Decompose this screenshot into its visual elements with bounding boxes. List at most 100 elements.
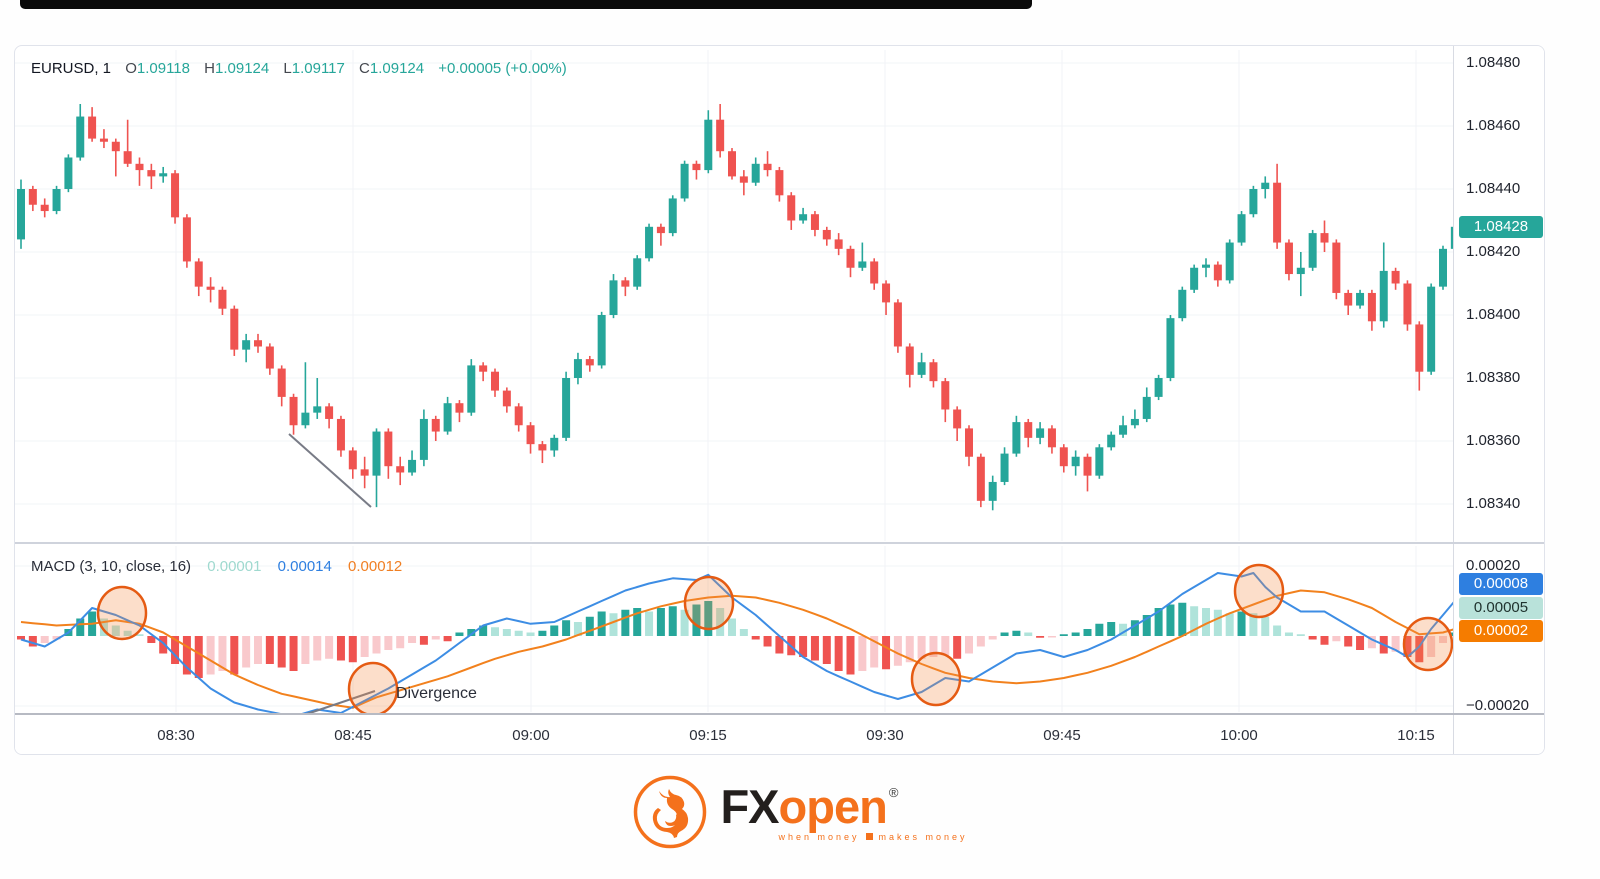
macd-hist-bar bbox=[1427, 636, 1436, 657]
annotations[interactable]: Divergence bbox=[96, 433, 1453, 719]
price-divergence-trendline[interactable] bbox=[288, 433, 372, 508]
candle-body bbox=[1036, 428, 1045, 438]
candle-body bbox=[763, 163, 772, 171]
price-tick-label: 1.08460 bbox=[1466, 117, 1521, 134]
chart-canvas[interactable]: Divergence bbox=[15, 46, 1545, 755]
candle-body bbox=[491, 371, 499, 391]
macd-hist-bar bbox=[656, 608, 665, 636]
candle-body bbox=[739, 176, 748, 183]
macd-hist-bar bbox=[301, 636, 310, 664]
candle-body bbox=[882, 283, 891, 303]
candle-body bbox=[1450, 226, 1453, 249]
macd-hist-bar bbox=[325, 636, 334, 659]
macd-hist-bar bbox=[704, 601, 713, 636]
macd-hist-bar bbox=[692, 604, 701, 636]
time-tick-label: 09:45 bbox=[1043, 727, 1081, 744]
macd-hist-bar bbox=[194, 636, 203, 678]
macd-hist-bar bbox=[526, 632, 535, 636]
candle-body bbox=[538, 444, 547, 451]
macd-hist-bar bbox=[621, 609, 630, 636]
candle-body bbox=[419, 418, 428, 460]
candle-body bbox=[1071, 456, 1080, 467]
candle-body bbox=[1142, 396, 1151, 419]
close-label: C bbox=[359, 60, 370, 77]
candle-body bbox=[194, 261, 203, 287]
candle-body bbox=[325, 406, 334, 419]
change-value: +0.00005 (+0.00%) bbox=[438, 60, 567, 77]
plot-area[interactable]: Divergence bbox=[15, 50, 1459, 719]
candle-body bbox=[621, 280, 630, 287]
macd-line bbox=[20, 572, 1453, 718]
macd-hist-bar bbox=[988, 636, 997, 640]
macd-hist-bar bbox=[123, 630, 132, 636]
fxopen-bull-icon bbox=[634, 775, 707, 849]
candle-body bbox=[1308, 233, 1317, 268]
macd-hist-bar bbox=[1320, 636, 1329, 645]
macd-hist-bar bbox=[1178, 602, 1187, 636]
time-tick-label: 09:15 bbox=[689, 727, 727, 744]
candle-body bbox=[1237, 214, 1246, 243]
candle-body bbox=[1000, 453, 1009, 482]
open-label: O bbox=[125, 60, 137, 77]
macd-signal-value: 0.00012 bbox=[348, 558, 403, 575]
price-scale[interactable]: 1.08480 1.08460 1.08440 1.08420 1.08400 1.083… bbox=[1453, 46, 1544, 754]
price-tick-label: 1.08340 bbox=[1466, 495, 1521, 512]
macd-hist-bar bbox=[1415, 636, 1424, 663]
macd-hist-bar bbox=[396, 636, 405, 649]
macd-hist-bar bbox=[882, 636, 891, 670]
trading-chart-widget[interactable]: Divergence EURUSD, 1 O1.09118 H1.09124 L… bbox=[14, 45, 1545, 755]
macd-hist-bar bbox=[834, 636, 843, 671]
candle-body bbox=[609, 280, 618, 315]
macd-hist-bar bbox=[502, 629, 511, 636]
crossover-highlight-circle[interactable] bbox=[683, 575, 735, 631]
candle-body bbox=[929, 362, 938, 382]
macd-hist-bar bbox=[585, 616, 594, 636]
candle-body bbox=[1119, 425, 1128, 435]
macd-hist-bar bbox=[846, 636, 855, 675]
macd-hist-bar bbox=[1154, 608, 1163, 636]
macd-hist-bar bbox=[111, 625, 120, 636]
crossover-highlight-circle[interactable] bbox=[1402, 616, 1453, 672]
candle-body bbox=[384, 431, 393, 467]
macd-tick-label: 0.00020 bbox=[1466, 557, 1521, 574]
candle-body bbox=[1130, 418, 1139, 426]
candle-body bbox=[893, 302, 902, 347]
macd-hist-bar bbox=[775, 636, 784, 654]
candle-body bbox=[336, 418, 345, 451]
candle-body bbox=[28, 189, 37, 205]
macd-hist-bar bbox=[1344, 636, 1353, 647]
macd-hist-bar bbox=[348, 636, 357, 663]
candle-body bbox=[40, 204, 49, 212]
candle-body bbox=[1024, 422, 1033, 438]
tagline-left: when money bbox=[778, 831, 860, 842]
candle-body bbox=[1190, 267, 1199, 290]
candle-body bbox=[17, 189, 25, 240]
macd-tick-label: −0.00020 bbox=[1466, 697, 1529, 714]
candle-body bbox=[550, 437, 559, 451]
crossover-highlight-circle[interactable] bbox=[910, 651, 962, 707]
candle-body bbox=[502, 390, 511, 407]
candle-body bbox=[988, 481, 997, 501]
macd-hist-bar bbox=[455, 632, 464, 636]
time-tick-label: 08:45 bbox=[334, 727, 372, 744]
macd-hist-bar bbox=[633, 608, 642, 636]
candle-body bbox=[479, 365, 488, 372]
candle-body bbox=[1083, 456, 1092, 476]
fxopen-tagline: when money makes money bbox=[778, 832, 967, 842]
macd-hist-bar bbox=[763, 636, 772, 647]
crossover-highlight-circle[interactable] bbox=[1233, 563, 1285, 619]
macd-hist-bar bbox=[408, 636, 417, 643]
crossover-highlight-circle[interactable] bbox=[96, 585, 148, 641]
macd-hist-bar bbox=[171, 636, 180, 664]
macd-hist-bar bbox=[1237, 611, 1246, 636]
macd-hist-bar bbox=[739, 629, 748, 636]
time-axis[interactable]: 08:30 08:45 09:00 09:15 09:30 09:45 10:00 10:15 bbox=[15, 715, 1544, 754]
macd-hist-bar bbox=[206, 636, 215, 675]
crossover-highlight-circle[interactable] bbox=[347, 661, 399, 717]
high-label: H bbox=[204, 60, 215, 77]
pane-separator[interactable] bbox=[15, 542, 1544, 544]
macd-hist-bar bbox=[443, 636, 452, 642]
macd-hist-bar bbox=[289, 636, 298, 671]
candle-body bbox=[834, 239, 843, 249]
